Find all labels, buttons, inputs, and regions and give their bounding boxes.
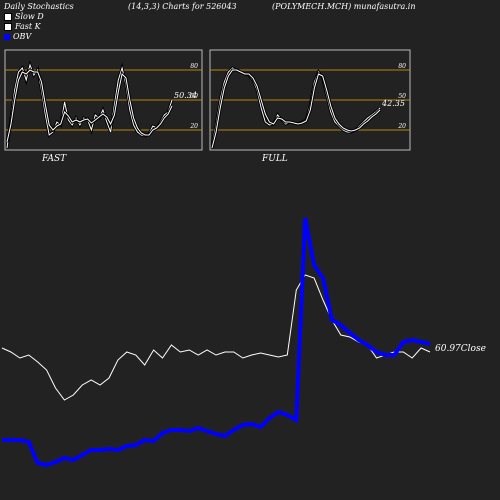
chart-params: (14,3,3) Charts for 526043 <box>128 2 237 11</box>
legend-item-slow-d: Slow D <box>4 12 44 21</box>
panel-label-fast: FAST <box>42 154 67 164</box>
series-line-price <box>1 274 431 401</box>
series-line-full-slow-d <box>211 69 381 149</box>
legend-item-obv: OBV <box>4 32 31 41</box>
legend-label-slow-d: Slow D <box>15 12 44 21</box>
y-tick-fast-80: 80 <box>190 63 198 70</box>
legend-swatch-fast-k <box>4 22 12 31</box>
series-line-obv <box>2 217 431 468</box>
y-tick-full-50: 50 <box>398 93 406 100</box>
legend-label-fast-k: Fast K <box>15 22 41 31</box>
y-tick-full-80: 80 <box>398 63 406 70</box>
last-value-label-full: 42.35 <box>381 99 405 108</box>
legend-item-fast-k: Fast K <box>4 22 41 31</box>
series-line-full-fast-k <box>211 67 381 146</box>
chart-title: Daily Stochastics <box>4 2 74 11</box>
series-shadow-full-0 <box>210 66 382 146</box>
chart-symbol: (POLYMECH.MCH) munafasutra.in <box>272 2 416 11</box>
panel-label-full: FULL <box>262 154 288 164</box>
y-tick-full-20: 20 <box>397 123 406 130</box>
last-value-label-fast: 50.34 <box>174 91 197 100</box>
close-value-label: 60.97Close <box>435 344 486 354</box>
series-shadow-fast-1 <box>5 68 174 143</box>
y-tick-fast-50: 50 <box>190 93 198 100</box>
legend-swatch-obv <box>4 33 10 40</box>
legend-label-obv: OBV <box>13 32 32 41</box>
y-tick-fast-20: 20 <box>189 123 198 130</box>
legend-swatch-slow-d <box>4 12 12 21</box>
series-line-fast-slow-d <box>6 69 173 143</box>
series-shadow-full-1 <box>210 68 382 149</box>
